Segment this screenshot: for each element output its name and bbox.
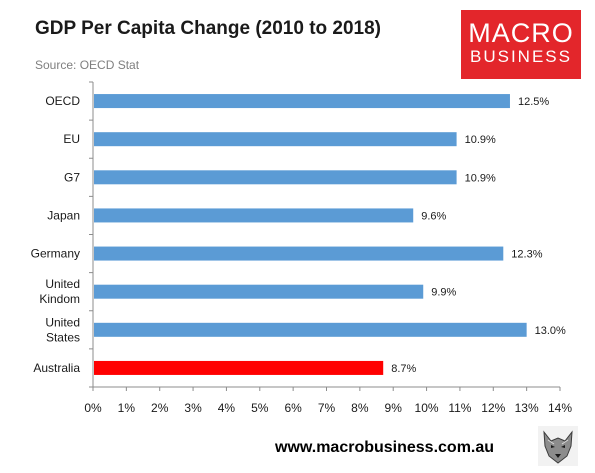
x-tick-label: 6%	[284, 401, 302, 415]
x-tick-label: 13%	[515, 401, 539, 415]
bar	[94, 360, 384, 375]
category-label: United Kindom	[39, 277, 80, 306]
bar	[94, 170, 457, 185]
category-label: Australia	[33, 361, 80, 375]
category-label-line: Australia	[33, 361, 80, 375]
category-label: United States	[45, 315, 80, 344]
data-label: 12.3%	[511, 249, 542, 261]
footer-url[interactable]: www.macrobusiness.com.au	[275, 439, 495, 456]
bar	[94, 322, 527, 337]
x-tick-label: 4%	[218, 401, 236, 415]
bar	[94, 132, 457, 147]
category-label-line: EU	[63, 132, 80, 146]
x-tick-label: 2%	[151, 401, 169, 415]
category-label-line: United	[45, 315, 80, 329]
x-tick-label: 14%	[548, 401, 572, 415]
x-tick-label: 9%	[385, 401, 403, 415]
data-label: 10.9%	[465, 134, 496, 146]
category-label-line: Germany	[31, 247, 80, 261]
x-tick-label: 7%	[318, 401, 336, 415]
brand-logo[interactable]: MACRO BUSINESS	[461, 10, 581, 79]
x-tick-label: 0%	[84, 401, 102, 415]
x-tick-label: 10%	[415, 401, 439, 415]
data-label: 10.9%	[465, 172, 496, 184]
data-label: 12.5%	[518, 96, 549, 108]
category-label: Japan	[47, 208, 80, 222]
category-label-line: Kindom	[39, 292, 80, 306]
logo-line-1: MACRO	[468, 18, 574, 48]
category-label: OECD	[45, 94, 80, 108]
bar	[94, 94, 510, 109]
bar	[94, 284, 424, 299]
bar	[94, 208, 414, 223]
x-tick-label: 3%	[184, 401, 202, 415]
x-tick-label: 5%	[251, 401, 269, 415]
chart-source: Source: OECD Stat	[35, 58, 140, 72]
category-label: EU	[63, 132, 80, 146]
category-label-line: States	[46, 330, 80, 344]
x-tick-label: 12%	[481, 401, 505, 415]
data-label: 9.6%	[421, 210, 446, 222]
x-tick-label: 1%	[118, 401, 136, 415]
category-label-line: G7	[64, 170, 80, 184]
bar	[94, 246, 504, 261]
x-tick-label: 11%	[448, 401, 471, 415]
logo-line-2: BUSINESS	[470, 47, 572, 66]
wolf-mascot-icon	[538, 426, 578, 466]
data-label: 13.0%	[535, 325, 566, 337]
data-label: 9.9%	[431, 287, 456, 299]
data-label: 8.7%	[391, 363, 416, 375]
category-label: Germany	[31, 247, 80, 261]
category-label-line: OECD	[45, 94, 80, 108]
category-label-line: United	[45, 277, 80, 291]
category-label-line: Japan	[47, 208, 80, 222]
x-tick-label: 8%	[351, 401, 369, 415]
chart-title: GDP Per Capita Change (2010 to 2018)	[35, 18, 381, 39]
category-label: G7	[64, 170, 80, 184]
